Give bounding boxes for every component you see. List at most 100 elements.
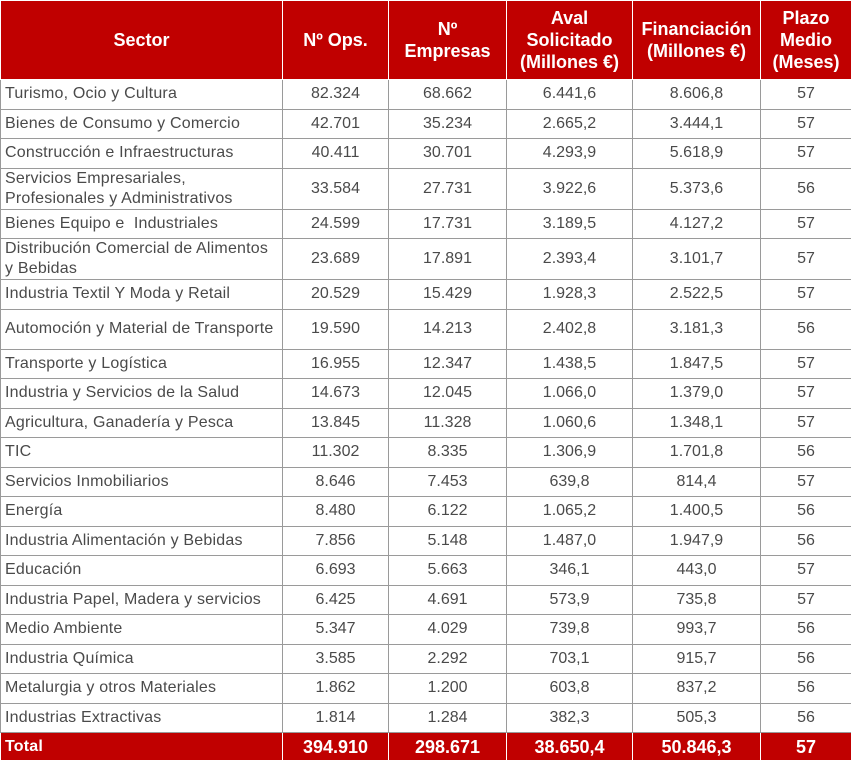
sector-cell: Bienes de Consumo y Comercio <box>1 109 283 139</box>
empresas-cell: 1.200 <box>389 674 507 704</box>
plazo-cell: 56 <box>761 168 851 209</box>
total-financiacion: 50.846,3 <box>633 733 761 761</box>
sector-cell: Metalurgia y otros Materiales <box>1 674 283 704</box>
sector-cell: Transporte y Logística <box>1 349 283 379</box>
table-row: Industria Alimentación y Bebidas 7.856 5… <box>1 526 851 556</box>
plazo-cell: 57 <box>761 239 851 280</box>
total-empresas: 298.671 <box>389 733 507 761</box>
ops-cell: 33.584 <box>283 168 389 209</box>
empresas-cell: 7.453 <box>389 467 507 497</box>
ops-cell: 8.480 <box>283 497 389 527</box>
ops-cell: 13.845 <box>283 408 389 438</box>
ops-cell: 14.673 <box>283 379 389 409</box>
table-row: Industria y Servicios de la Salud 14.673… <box>1 379 851 409</box>
empresas-cell: 2.292 <box>389 644 507 674</box>
sector-cell: Industrias Extractivas <box>1 703 283 733</box>
plazo-cell: 57 <box>761 556 851 586</box>
table-row: Industrias Extractivas 1.814 1.284 382,3… <box>1 703 851 733</box>
ops-cell: 20.529 <box>283 280 389 310</box>
financiacion-cell: 3.101,7 <box>633 239 761 280</box>
empresas-cell: 11.328 <box>389 408 507 438</box>
header-financiacion: Financiación (Millones €) <box>633 1 761 80</box>
sector-cell: Industria Química <box>1 644 283 674</box>
empresas-cell: 68.662 <box>389 80 507 110</box>
plazo-cell: 56 <box>761 438 851 468</box>
table-row: Agricultura, Ganadería y Pesca 13.845 11… <box>1 408 851 438</box>
aval-cell: 6.441,6 <box>507 80 633 110</box>
financiacion-cell: 837,2 <box>633 674 761 704</box>
table-row: Servicios Empresariales, Profesionales y… <box>1 168 851 209</box>
empresas-cell: 1.284 <box>389 703 507 733</box>
aval-cell: 2.665,2 <box>507 109 633 139</box>
sector-cell: Automoción y Material de Transporte <box>1 309 283 349</box>
empresas-cell: 4.691 <box>389 585 507 615</box>
ops-cell: 11.302 <box>283 438 389 468</box>
empresas-cell: 12.045 <box>389 379 507 409</box>
financiacion-cell: 1.379,0 <box>633 379 761 409</box>
aval-cell: 2.393,4 <box>507 239 633 280</box>
financiacion-cell: 1.400,5 <box>633 497 761 527</box>
financiacion-cell: 1.348,1 <box>633 408 761 438</box>
aval-cell: 1.438,5 <box>507 349 633 379</box>
aval-cell: 1.928,3 <box>507 280 633 310</box>
table-row: Industria Textil Y Moda y Retail 20.529 … <box>1 280 851 310</box>
sector-cell: Turismo, Ocio y Cultura <box>1 80 283 110</box>
aval-cell: 1.306,9 <box>507 438 633 468</box>
ops-cell: 24.599 <box>283 209 389 239</box>
plazo-cell: 56 <box>761 497 851 527</box>
table-row: Distribución Comercial de Alimentos y Be… <box>1 239 851 280</box>
sector-cell: Industria Alimentación y Bebidas <box>1 526 283 556</box>
sector-cell: Industria y Servicios de la Salud <box>1 379 283 409</box>
plazo-cell: 57 <box>761 209 851 239</box>
header-row: Sector Nº Ops. Nº Empresas Aval Solicita… <box>1 1 851 80</box>
plazo-cell: 57 <box>761 139 851 169</box>
financiacion-cell: 3.444,1 <box>633 109 761 139</box>
empresas-cell: 17.731 <box>389 209 507 239</box>
financiacion-cell: 2.522,5 <box>633 280 761 310</box>
total-label: Total <box>1 733 283 761</box>
aval-cell: 1.060,6 <box>507 408 633 438</box>
ops-cell: 23.689 <box>283 239 389 280</box>
sector-cell: Educación <box>1 556 283 586</box>
plazo-cell: 57 <box>761 379 851 409</box>
financiacion-cell: 8.606,8 <box>633 80 761 110</box>
ops-cell: 40.411 <box>283 139 389 169</box>
header-empresas: Nº Empresas <box>389 1 507 80</box>
sector-cell: Construcción e Infraestructuras <box>1 139 283 169</box>
empresas-cell: 5.663 <box>389 556 507 586</box>
empresas-cell: 27.731 <box>389 168 507 209</box>
financiacion-cell: 1.847,5 <box>633 349 761 379</box>
ops-cell: 6.425 <box>283 585 389 615</box>
ops-cell: 8.646 <box>283 467 389 497</box>
aval-cell: 703,1 <box>507 644 633 674</box>
table-row: Bienes de Consumo y Comercio 42.701 35.2… <box>1 109 851 139</box>
plazo-cell: 57 <box>761 467 851 497</box>
plazo-cell: 56 <box>761 674 851 704</box>
financiacion-cell: 5.373,6 <box>633 168 761 209</box>
sector-cell: Energía <box>1 497 283 527</box>
table-row: Medio Ambiente 5.347 4.029 739,8 993,7 5… <box>1 615 851 645</box>
plazo-cell: 57 <box>761 80 851 110</box>
table-row: Industria Química 3.585 2.292 703,1 915,… <box>1 644 851 674</box>
header-aval: Aval Solicitado (Millones €) <box>507 1 633 80</box>
sector-cell: Industria Papel, Madera y servicios <box>1 585 283 615</box>
total-plazo: 57 <box>761 733 851 761</box>
plazo-cell: 57 <box>761 280 851 310</box>
financiacion-cell: 735,8 <box>633 585 761 615</box>
financiacion-cell: 993,7 <box>633 615 761 645</box>
sector-cell: Medio Ambiente <box>1 615 283 645</box>
table-row: Transporte y Logística 16.955 12.347 1.4… <box>1 349 851 379</box>
empresas-cell: 12.347 <box>389 349 507 379</box>
aval-cell: 2.402,8 <box>507 309 633 349</box>
table-row: Servicios Inmobiliarios 8.646 7.453 639,… <box>1 467 851 497</box>
table-row: Construcción e Infraestructuras 40.411 3… <box>1 139 851 169</box>
financiacion-cell: 814,4 <box>633 467 761 497</box>
table-row: Metalurgia y otros Materiales 1.862 1.20… <box>1 674 851 704</box>
plazo-cell: 56 <box>761 526 851 556</box>
aval-cell: 346,1 <box>507 556 633 586</box>
total-aval: 38.650,4 <box>507 733 633 761</box>
financiacion-cell: 1.947,9 <box>633 526 761 556</box>
financiacion-cell: 915,7 <box>633 644 761 674</box>
plazo-cell: 56 <box>761 615 851 645</box>
aval-cell: 603,8 <box>507 674 633 704</box>
